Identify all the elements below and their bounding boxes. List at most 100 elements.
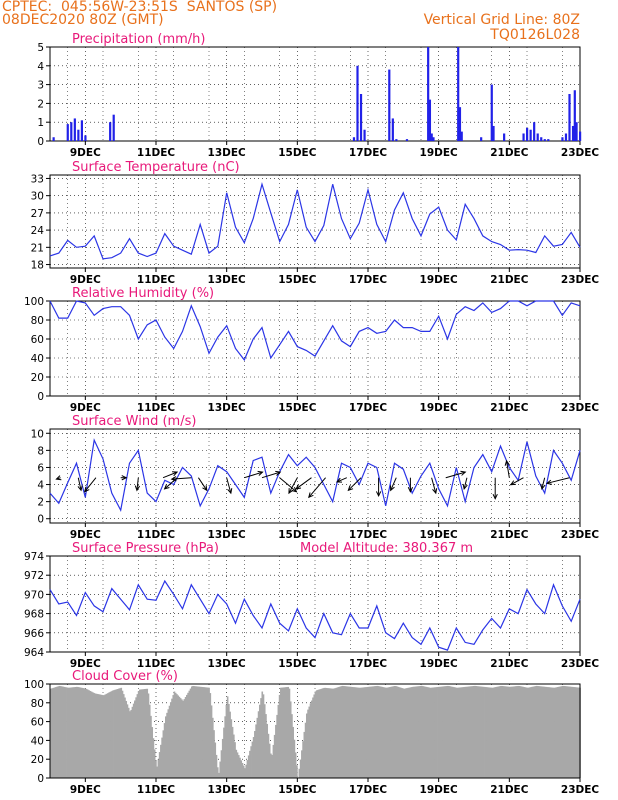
- cloud-column: [193, 686, 196, 778]
- cloud-column: [393, 686, 396, 778]
- rh-title: Relative Humidity (%): [72, 286, 214, 301]
- rh-xtick-label: 11DEC: [137, 402, 176, 414]
- cloud-column: [199, 686, 202, 778]
- cloud-column: [383, 687, 386, 778]
- cloud-column: [346, 686, 349, 778]
- temp-ytick-label: 30: [31, 191, 44, 203]
- precip-bar: [575, 122, 578, 141]
- cloud-column: [165, 716, 167, 778]
- cloud-column: [132, 703, 135, 778]
- cloud-column: [574, 687, 576, 778]
- pres-ytick-label: 972: [24, 570, 44, 582]
- cloud-column: [303, 731, 306, 778]
- cloud-column: [330, 688, 333, 778]
- precip-bar: [80, 120, 83, 141]
- cloud-column: [351, 686, 354, 778]
- cloud-column: [158, 752, 161, 778]
- cloud-column: [139, 689, 141, 778]
- cloud-column: [388, 687, 391, 778]
- cloud-column: [215, 754, 218, 778]
- precip-bar: [460, 131, 463, 141]
- cloud-column: [188, 690, 191, 778]
- wind-vector-head: [121, 475, 128, 481]
- cloud-ytick-label: 0: [37, 773, 44, 785]
- cloud-xtick-label: 9DEC: [70, 784, 101, 796]
- wind-vector-head: [84, 486, 90, 493]
- wind-vector: [279, 477, 297, 493]
- cloud-column: [385, 687, 387, 778]
- cloud-column: [454, 687, 456, 778]
- wind-vector-head: [545, 479, 552, 485]
- precip-ytick-label: 3: [37, 80, 44, 92]
- wind-vector-head: [77, 485, 83, 492]
- wind-ytick-label: 6: [37, 462, 44, 474]
- cloud-column: [74, 687, 77, 778]
- cloud-column: [428, 687, 431, 778]
- cloud-column: [497, 686, 500, 778]
- wind-vector-head: [540, 483, 546, 491]
- cloud-column: [325, 687, 328, 778]
- cloud-column: [470, 686, 473, 778]
- wind-vector: [162, 471, 178, 479]
- cloud-column: [484, 686, 486, 778]
- temp-xtick-label: 23DEC: [561, 274, 600, 286]
- precip-xtick-label: 21DEC: [490, 147, 529, 159]
- cloud-column: [293, 739, 296, 778]
- cloud-column: [323, 687, 325, 778]
- cloud-column: [234, 742, 236, 778]
- precip-xtick-label: 13DEC: [208, 147, 247, 159]
- wind-vector: [463, 477, 468, 490]
- cloud-column: [270, 753, 272, 778]
- rh-line: [49, 300, 581, 362]
- cloud-column: [382, 687, 385, 778]
- temp-ytick-label: 33: [31, 173, 44, 185]
- cloud-column: [361, 687, 364, 778]
- cloud-column: [498, 686, 501, 778]
- cloud-column: [366, 686, 369, 778]
- cloud-column: [80, 687, 83, 778]
- precip-bar: [490, 84, 493, 141]
- cloud-column: [518, 685, 521, 778]
- cloud-column: [367, 686, 370, 778]
- cloud-column: [416, 686, 418, 778]
- wind-line: [49, 438, 581, 513]
- cloud-column: [350, 686, 353, 778]
- pres-xtick-label: 13DEC: [208, 658, 247, 670]
- cloud-column: [150, 715, 152, 778]
- wind-vector-head: [375, 491, 382, 498]
- cloud-column: [380, 686, 382, 778]
- cloud-column: [333, 688, 335, 778]
- cloud-column: [357, 687, 360, 778]
- cloud-column: [176, 694, 178, 778]
- precip-ytick-label: 1: [37, 117, 44, 129]
- cloud-column: [183, 699, 186, 778]
- cloud-column: [552, 687, 554, 778]
- cloud-column: [540, 686, 543, 778]
- cloud-column: [489, 687, 491, 778]
- precip-xtick-label: 9DEC: [70, 147, 101, 159]
- cloud-column: [506, 686, 508, 778]
- cloud-column: [315, 690, 318, 778]
- cloud-column: [62, 686, 64, 778]
- cloud-column: [425, 686, 428, 778]
- cloud-xtick-label: 19DEC: [420, 784, 459, 796]
- cloud-column: [203, 687, 205, 778]
- cloud-column: [417, 686, 419, 778]
- cloud-column: [244, 768, 246, 778]
- precip-bar: [529, 129, 532, 141]
- cloud-column: [352, 687, 355, 778]
- cloud-title: Cloud Cover (%): [72, 669, 178, 684]
- rh-ytick-label: 40: [31, 353, 44, 365]
- cloud-column: [95, 693, 98, 778]
- precip-bar: [112, 114, 115, 141]
- rh-frame: [49, 300, 581, 397]
- cloud-column: [77, 686, 79, 778]
- cloud-column: [459, 687, 461, 778]
- precip-bar: [526, 127, 529, 141]
- cloud-column: [54, 687, 57, 778]
- wind-vector: [226, 477, 232, 494]
- cloud-column: [362, 687, 365, 778]
- cloud-column: [258, 704, 261, 778]
- rh-ytick-label: 100: [24, 296, 44, 308]
- precip-bar: [391, 118, 394, 141]
